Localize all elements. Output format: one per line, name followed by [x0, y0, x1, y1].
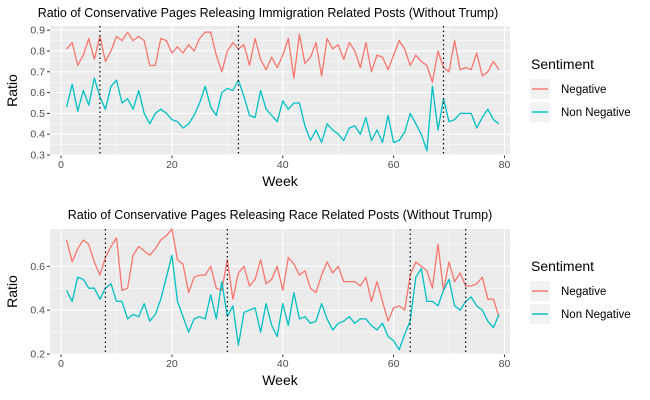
- race-x-tick-label: 40: [277, 358, 289, 370]
- immigration-y-tick-label: 0.7: [30, 66, 45, 78]
- immigration-chart: Ratio of Conservative Pages Releasing Im…: [4, 6, 631, 189]
- race-y-tick-label: 0.4: [30, 305, 45, 317]
- race-series-non-negative-line: [66, 254, 500, 351]
- race-y-tick-label: 0.6: [30, 261, 45, 273]
- immigration-chart-title: Ratio of Conservative Pages Releasing Im…: [38, 6, 499, 20]
- race-legend-label: Negative: [561, 286, 606, 298]
- immigration-x-tick-label: 40: [277, 159, 289, 171]
- immigration-x-tick-label: 60: [388, 159, 400, 171]
- immigration-legend-label: Non Negative: [561, 107, 631, 119]
- race-x-tick-label: 60: [388, 358, 400, 370]
- immigration-y-tick-label: 0.9: [30, 25, 45, 37]
- immigration-series-non-negative-line: [65, 77, 500, 152]
- race-x-tick-label: 20: [166, 358, 178, 370]
- race-x-tick-label: 80: [499, 358, 511, 370]
- race-chart: Ratio of Conservative Pages Releasing Ra…: [4, 208, 631, 388]
- race-legend: Sentiment Negative Non Negative: [530, 258, 631, 324]
- immigration-y-tick-label: 0.4: [30, 129, 45, 141]
- immigration-y-tick-label: 0.6: [30, 87, 45, 99]
- race-x-axis-label: Week: [262, 372, 299, 388]
- immigration-x-tick-label: 0: [58, 159, 64, 171]
- immigration-y-tick-label: 0.8: [30, 45, 45, 57]
- immigration-y-axis-label: Ratio: [4, 74, 20, 107]
- immigration-legend: Sentiment Negative Non Negative: [530, 56, 631, 122]
- race-legend-title: Sentiment: [531, 258, 594, 274]
- race-series-negative-line: [65, 228, 500, 322]
- race-chart-title: Ratio of Conservative Pages Releasing Ra…: [68, 208, 493, 222]
- immigration-legend-title: Sentiment: [531, 56, 594, 72]
- race-legend-label: Non Negative: [561, 309, 631, 321]
- race-x-tick-label: 0: [58, 358, 64, 370]
- immigration-series-negative-line: [66, 31, 500, 83]
- immigration-y-tick-label: 0.5: [30, 108, 45, 120]
- race-y-axis-label: Ratio: [4, 275, 20, 308]
- race-y-tick-label: 0.2: [30, 349, 45, 361]
- immigration-x-tick-label: 80: [499, 159, 511, 171]
- immigration-x-axis-label: Week: [262, 173, 299, 189]
- immigration-legend-label: Negative: [561, 84, 606, 96]
- race-plot-panel: [50, 229, 510, 354]
- immigration-x-tick-label: 20: [166, 159, 178, 171]
- immigration-y-tick-label: 0.3: [30, 150, 45, 162]
